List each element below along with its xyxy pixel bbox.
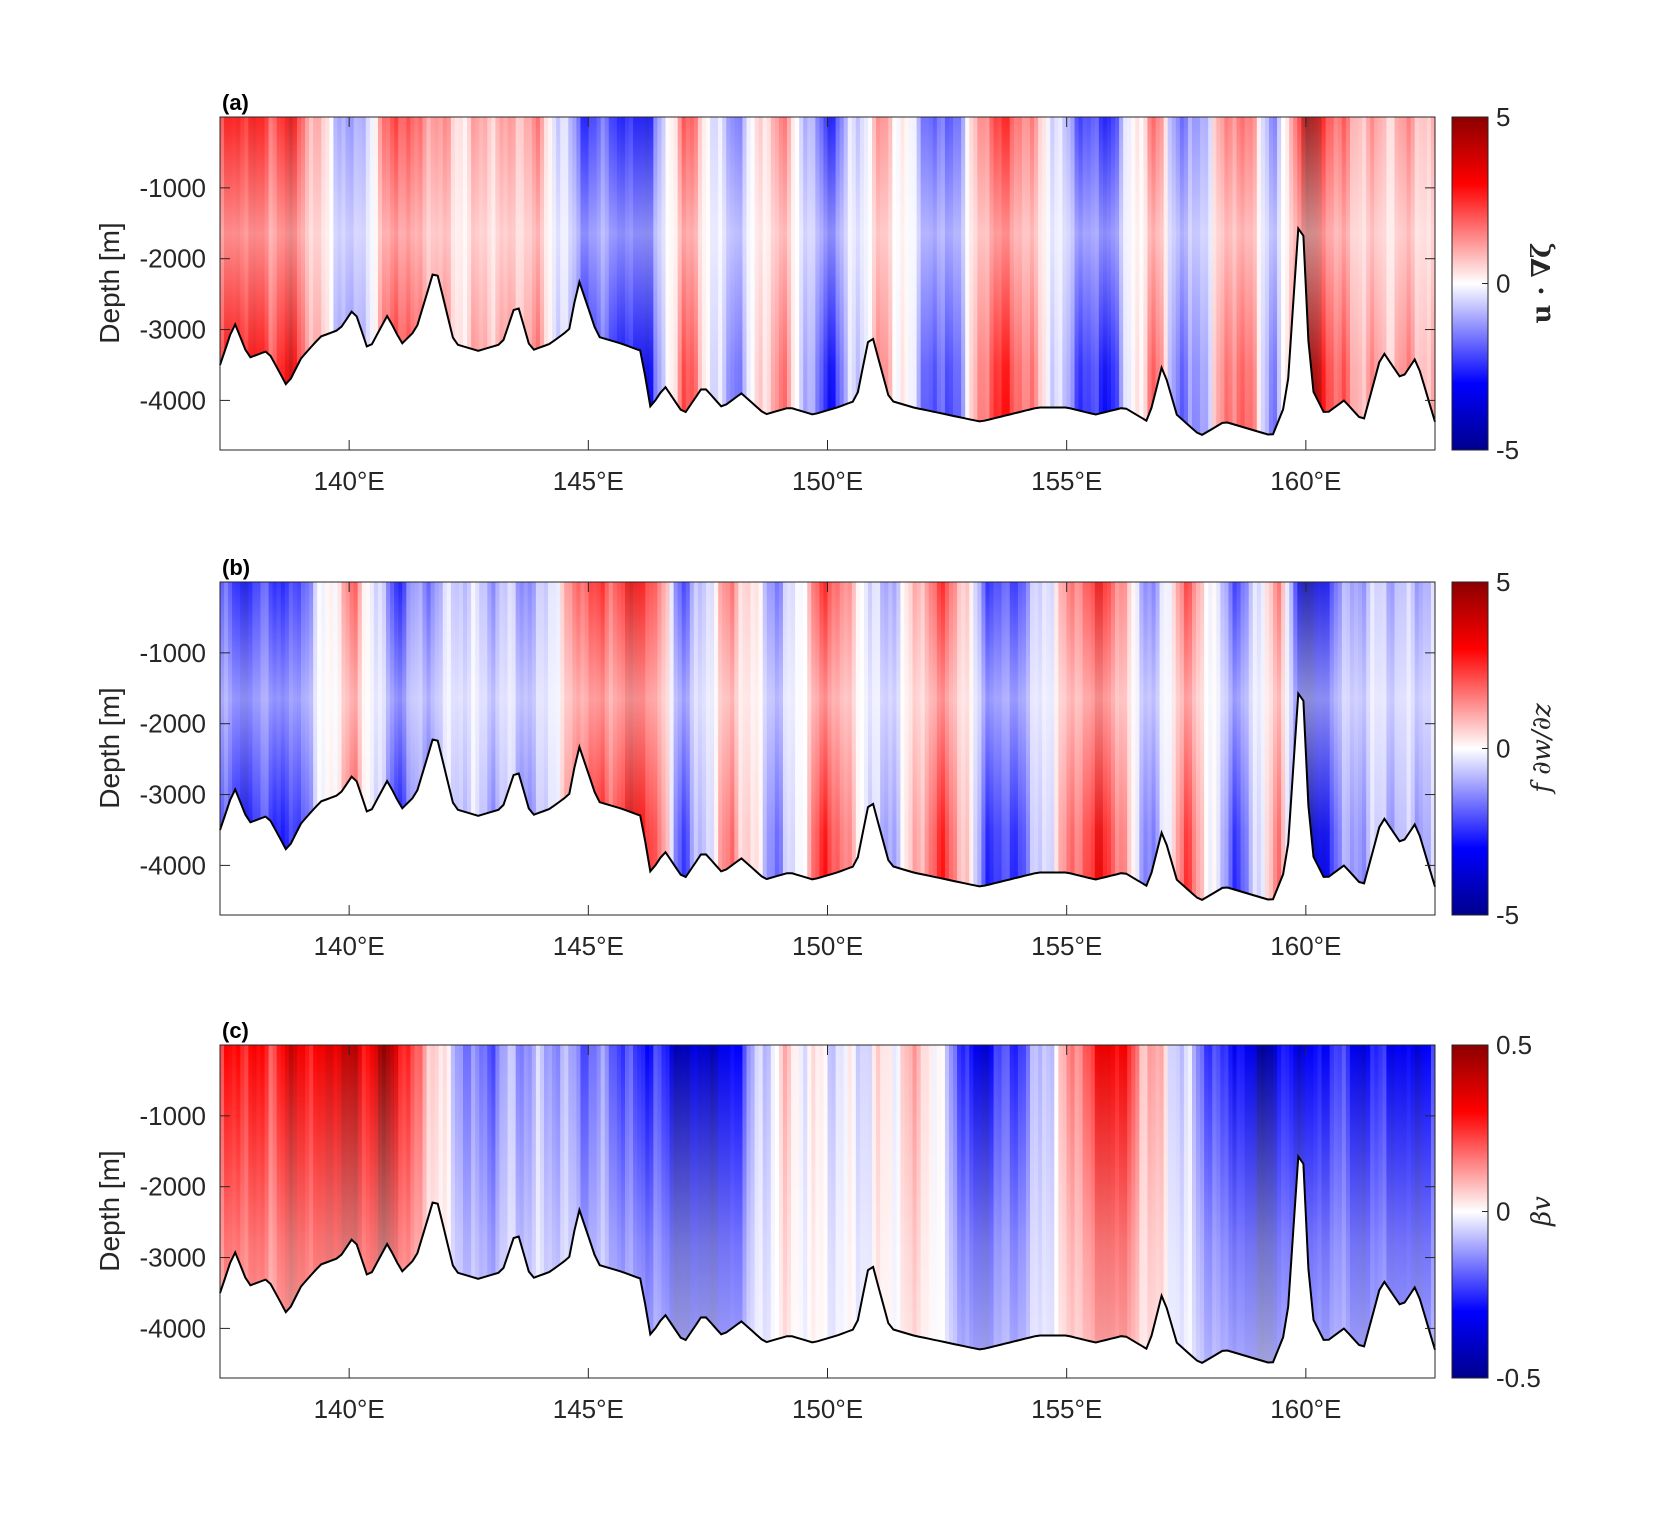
x-tick-label: 140°E <box>314 466 385 496</box>
x-tick-label: 155°E <box>1031 931 1102 961</box>
panel-c: (c) Depth [m] 140°E 145°E 150°E 155°E 160°E -… <box>94 1018 1557 1424</box>
x-tick-label: 145°E <box>553 1394 624 1424</box>
x-tick-label: 145°E <box>553 466 624 496</box>
x-tick-label: 145°E <box>553 931 624 961</box>
y-tick-label: -3000 <box>140 315 207 345</box>
depth-fade <box>220 1045 1435 1363</box>
x-tick-label: 160°E <box>1270 931 1341 961</box>
x-tick-label: 160°E <box>1270 1394 1341 1424</box>
colorbar-tick-label: 0 <box>1496 1197 1510 1227</box>
y-tick-label: -2000 <box>140 1172 207 1202</box>
colorbar-label: u · ∇ζ <box>1527 242 1557 323</box>
x-tick-label: 140°E <box>314 1394 385 1424</box>
y-tick-label: -4000 <box>140 850 207 880</box>
y-axis-label: Depth [m] <box>94 1150 125 1271</box>
y-tick-label: -4000 <box>140 385 207 415</box>
y-axis-label: Depth [m] <box>94 687 125 808</box>
y-tick-label: -2000 <box>140 709 207 739</box>
y-tick-label: -2000 <box>140 244 207 274</box>
y-tick-label: -1000 <box>140 1101 207 1131</box>
plot-area: 140°E 145°E 150°E 155°E 160°E -1000 -2000 -3000… <box>140 116 1436 496</box>
colorbar-tick-label: 5 <box>1496 567 1510 597</box>
x-tick-label: 150°E <box>792 1394 863 1424</box>
bathymetry-line <box>219 1153 1436 1365</box>
colorbar-tick-label: 0.5 <box>1496 1030 1532 1060</box>
plot-area: 140°E 145°E 150°E 155°E 160°E -1000 -2000 -3000… <box>140 1044 1436 1424</box>
colorbar: 0.5 0 -0.5 <box>1451 1030 1541 1393</box>
colorbar: 5 0 -5 <box>1451 102 1519 465</box>
x-tick-label: 155°E <box>1031 1394 1102 1424</box>
x-tick-label: 140°E <box>314 931 385 961</box>
x-tick-label: 155°E <box>1031 466 1102 496</box>
y-tick-label: -1000 <box>140 173 207 203</box>
bathymetry-line <box>219 690 1436 902</box>
depth-fade <box>220 582 1435 900</box>
panel-b: (b) Depth [m] 140°E 145°E 150°E 155°E 160°E -… <box>94 555 1557 961</box>
colorbar-tick-label: -5 <box>1496 900 1519 930</box>
colorbar-label: βv <box>1527 1196 1557 1227</box>
panel-label: (a) <box>222 90 249 115</box>
y-tick-label: -3000 <box>140 1243 207 1273</box>
y-tick-label: -1000 <box>140 638 207 668</box>
bathymetry-line <box>219 225 1436 437</box>
x-tick-label: 150°E <box>792 466 863 496</box>
colorbar-tick-label: -0.5 <box>1496 1363 1541 1393</box>
colorbar-tick-label: -5 <box>1496 435 1519 465</box>
x-tick-label: 150°E <box>792 931 863 961</box>
panel-label: (c) <box>222 1018 249 1043</box>
x-tick-label: 160°E <box>1270 466 1341 496</box>
colorbar: 5 0 -5 <box>1451 567 1519 930</box>
panel-label: (b) <box>222 555 250 580</box>
plot-area: 140°E 145°E 150°E 155°E 160°E -1000 -2000 -3000… <box>140 581 1436 961</box>
panel-a: (a) Depth [m] 140°E 145°E 150°E 155°E 160°E -… <box>94 90 1557 496</box>
y-tick-label: -3000 <box>140 780 207 810</box>
colorbar-tick-label: 5 <box>1496 102 1510 132</box>
y-axis-label: Depth [m] <box>94 222 125 343</box>
colorbar-tick-label: 0 <box>1496 734 1510 764</box>
colorbar-tick-label: 0 <box>1496 269 1510 299</box>
depth-fade <box>220 117 1435 435</box>
colorbar-label: f ∂w/∂z <box>1527 703 1557 795</box>
y-tick-label: -4000 <box>140 1313 207 1343</box>
